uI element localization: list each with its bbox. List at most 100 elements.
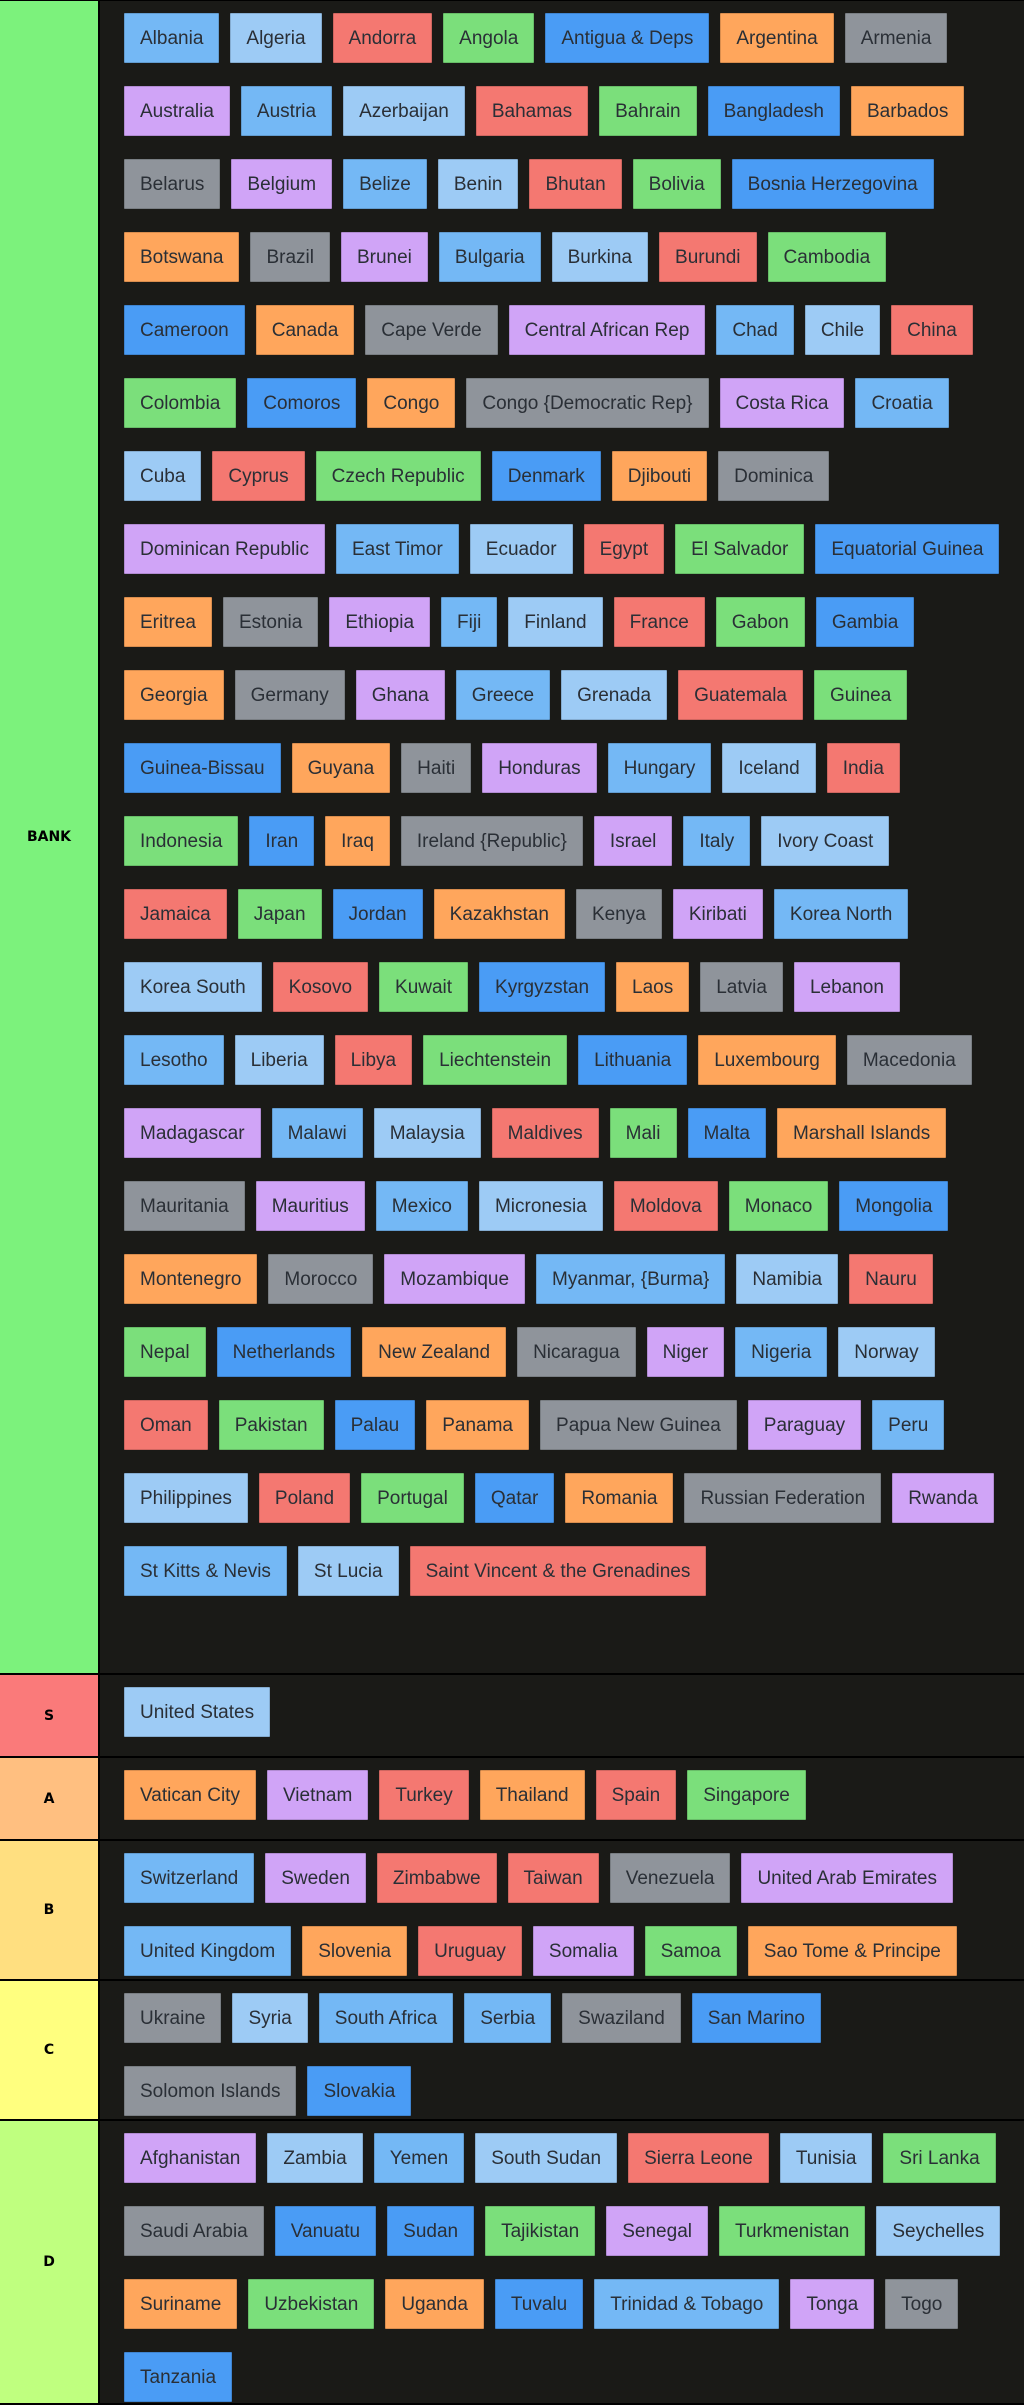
country-chip[interactable]: Guinea-Bissau (124, 743, 281, 793)
country-chip[interactable]: Andorra (332, 13, 433, 63)
country-chip[interactable]: Netherlands (216, 1327, 352, 1377)
country-chip[interactable]: Costa Rica (719, 378, 845, 428)
country-chip[interactable]: Grenada (561, 670, 668, 720)
country-chip[interactable]: Canada (255, 305, 355, 355)
country-chip[interactable]: Palau (334, 1400, 416, 1450)
country-chip[interactable]: Belarus (124, 159, 221, 209)
country-chip[interactable]: Micronesia (478, 1181, 603, 1231)
country-chip[interactable]: Cameroon (124, 305, 245, 355)
country-chip[interactable]: Qatar (474, 1473, 555, 1523)
country-chip[interactable]: Gabon (715, 597, 805, 647)
country-chip[interactable]: Swaziland (562, 1993, 681, 2043)
country-chip[interactable]: Korea South (124, 962, 262, 1012)
country-chip[interactable]: Saint Vincent & the Grenadines (409, 1546, 707, 1596)
country-chip[interactable]: Macedonia (846, 1035, 972, 1085)
tier-label[interactable]: D (0, 2121, 100, 2403)
country-chip[interactable]: Congo (367, 378, 456, 428)
country-chip[interactable]: Equatorial Guinea (815, 524, 1000, 574)
tier-items-dropzone[interactable]: Ukraine Syria South Africa Serbia Swaziland S… (100, 1981, 1024, 2119)
country-chip[interactable]: Malawi (271, 1108, 363, 1158)
country-chip[interactable]: Congo {Democratic Rep} (466, 378, 709, 428)
country-chip[interactable]: Turkmenistan (718, 2206, 866, 2256)
country-chip[interactable]: Kazakhstan (433, 889, 565, 939)
country-chip[interactable]: South Africa (318, 1993, 454, 2043)
country-chip[interactable]: Mozambique (384, 1254, 526, 1304)
country-chip[interactable]: Turkey (379, 1770, 469, 1820)
country-chip[interactable]: Uzbekistan (248, 2279, 375, 2329)
country-chip[interactable]: New Zealand (362, 1327, 507, 1377)
country-chip[interactable]: Poland (258, 1473, 351, 1523)
country-chip[interactable]: Samoa (644, 1926, 737, 1976)
country-chip[interactable]: Philippines (124, 1473, 248, 1523)
country-chip[interactable]: Madagascar (124, 1108, 261, 1158)
country-chip[interactable]: Slovenia (302, 1926, 408, 1976)
country-chip[interactable]: Australia (124, 86, 230, 136)
country-chip[interactable]: Lithuania (578, 1035, 688, 1085)
country-chip[interactable]: Bosnia Herzegovina (731, 159, 934, 209)
country-chip[interactable]: Mongolia (839, 1181, 949, 1231)
country-chip[interactable]: Syria (232, 1993, 308, 2043)
country-chip[interactable]: Ecuador (469, 524, 573, 574)
tier-label[interactable]: S (0, 1675, 100, 1756)
country-chip[interactable]: Liechtenstein (423, 1035, 568, 1085)
country-chip[interactable]: Mauritania (124, 1181, 245, 1231)
country-chip[interactable]: Djibouti (611, 451, 708, 501)
country-chip[interactable]: Marshall Islands (776, 1108, 947, 1158)
country-chip[interactable]: Kuwait (379, 962, 469, 1012)
country-chip[interactable]: Nepal (124, 1327, 206, 1377)
country-chip[interactable]: Bahamas (475, 86, 589, 136)
country-chip[interactable]: Slovakia (307, 2066, 412, 2116)
country-chip[interactable]: Ireland {Republic} (400, 816, 583, 866)
country-chip[interactable]: El Salvador (675, 524, 805, 574)
tier-label[interactable]: BANK (0, 1, 100, 1673)
country-chip[interactable]: Dominica (718, 451, 830, 501)
country-chip[interactable]: Vanuatu (274, 2206, 377, 2256)
country-chip[interactable]: Namibia (736, 1254, 839, 1304)
country-chip[interactable]: United Arab Emirates (741, 1853, 953, 1903)
country-chip[interactable]: Morocco (268, 1254, 374, 1304)
country-chip[interactable]: Benin (437, 159, 519, 209)
country-chip[interactable]: Zimbabwe (376, 1853, 497, 1903)
country-chip[interactable]: Nauru (849, 1254, 933, 1304)
country-chip[interactable]: Somalia (532, 1926, 634, 1976)
country-chip[interactable]: Venezuela (609, 1853, 731, 1903)
country-chip[interactable]: Peru (872, 1400, 945, 1450)
country-chip[interactable]: Cambodia (767, 232, 887, 282)
country-chip[interactable]: South Sudan (475, 2133, 618, 2183)
country-chip[interactable]: Iran (249, 816, 315, 866)
country-chip[interactable]: Denmark (491, 451, 601, 501)
country-chip[interactable]: Suriname (124, 2279, 238, 2329)
country-chip[interactable]: Uganda (385, 2279, 484, 2329)
country-chip[interactable]: Iraq (325, 816, 390, 866)
country-chip[interactable]: Lesotho (124, 1035, 224, 1085)
country-chip[interactable]: Barbados (851, 86, 965, 136)
country-chip[interactable]: Mali (609, 1108, 677, 1158)
country-chip[interactable]: Hungary (607, 743, 712, 793)
country-chip[interactable]: St Lucia (297, 1546, 399, 1596)
tier-label[interactable]: C (0, 1981, 100, 2119)
country-chip[interactable]: Kiribati (672, 889, 763, 939)
tier-items-dropzone[interactable]: Albania Algeria Andorra Angola Antigua & Dep… (100, 1, 1024, 1673)
country-chip[interactable]: Jordan (332, 889, 423, 939)
country-chip[interactable]: Sweden (265, 1853, 366, 1903)
country-chip[interactable]: Solomon Islands (124, 2066, 297, 2116)
country-chip[interactable]: Italy (683, 816, 751, 866)
country-chip[interactable]: Sierra Leone (628, 2133, 769, 2183)
country-chip[interactable]: Portugal (361, 1473, 464, 1523)
country-chip[interactable]: Belize (343, 159, 427, 209)
country-chip[interactable]: Burundi (659, 232, 757, 282)
country-chip[interactable]: Botswana (124, 232, 240, 282)
country-chip[interactable]: Ghana (355, 670, 445, 720)
country-chip[interactable]: Iceland (722, 743, 816, 793)
country-chip[interactable]: East Timor (335, 524, 459, 574)
country-chip[interactable]: Kyrgyzstan (479, 962, 606, 1012)
country-chip[interactable]: Switzerland (124, 1853, 255, 1903)
country-chip[interactable]: Latvia (700, 962, 783, 1012)
country-chip[interactable]: Trinidad & Tobago (594, 2279, 780, 2329)
country-chip[interactable]: Antigua & Deps (545, 13, 710, 63)
country-chip[interactable]: Honduras (482, 743, 597, 793)
country-chip[interactable]: Niger (646, 1327, 725, 1377)
country-chip[interactable]: Gambia (815, 597, 915, 647)
country-chip[interactable]: Vietnam (266, 1770, 369, 1820)
country-chip[interactable]: Oman (124, 1400, 208, 1450)
